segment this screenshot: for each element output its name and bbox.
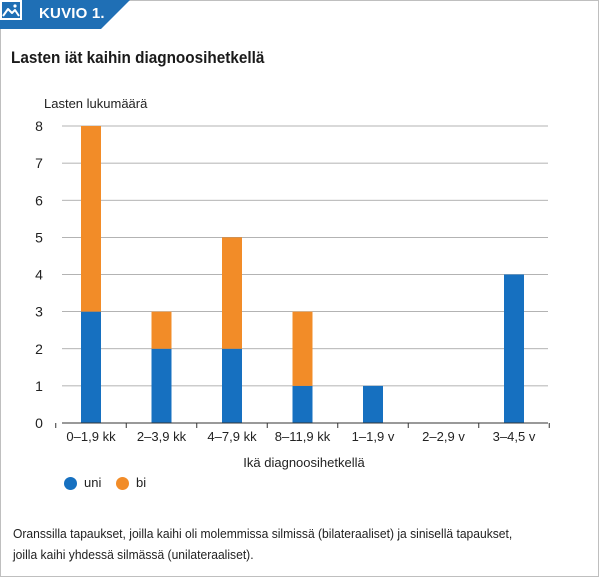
bar-chart: 0 1 2 3 4 5 6 7 8 0–1,9 kk 2–3,9 kk 4–7,9 kk 8–11,9 … [35,96,550,470]
y-tick-label: 3 [35,304,43,320]
y-tick-label: 5 [35,229,43,245]
y-tick-label: 2 [35,341,43,357]
x-tick-label: 1–1,9 v [352,429,395,444]
y-axis-label: Lasten lukumäärä [44,96,148,111]
bar-bi-0 [81,126,101,312]
x-tick-label: 2–2,9 v [422,429,465,444]
y-tick-label: 4 [35,267,43,283]
bar-uni-3 [292,385,313,423]
bar-uni-6 [504,274,524,423]
x-axis-label: Ikä diagnoosihetkellä [243,455,365,470]
bar-uni-4 [363,385,383,423]
x-tick-label: 2–3,9 kk [137,429,187,444]
x-tick-label: 3–4,5 v [493,429,536,444]
bar-bi-1 [151,311,172,349]
legend-swatch-bi [116,477,129,490]
x-tick-label: 0–1,9 kk [66,429,116,444]
y-tick-label: 8 [35,118,43,134]
y-tick-label: 1 [35,378,43,394]
y-tick-label: 0 [35,415,43,431]
legend-swatch-uni [64,477,77,490]
bar-uni-2 [222,348,242,423]
figure-badge: KUVIO 1. [0,0,130,29]
axis-layer: 0 1 2 3 4 5 6 7 8 0–1,9 kk 2–3,9 kk 4–7,9 kk 8–11,9 … [35,118,550,444]
bar-uni-0 [81,311,101,423]
y-tick-label: 7 [35,155,43,171]
legend-label-uni: uni [84,475,102,490]
bar-uni-1 [151,348,172,423]
legend-label-bi: bi [136,475,147,490]
bars-layer [81,126,524,423]
x-tick-label: 8–11,9 kk [275,429,331,444]
badge-label: KUVIO 1. [39,5,105,22]
badge-background [0,0,130,29]
bar-bi-3 [292,311,313,386]
image-icon [0,0,22,20]
y-tick-label: 6 [35,192,43,208]
figure-title: Lasten iät kaihin diagnoosihetkellä [11,48,265,67]
x-tick-label: 4–7,9 kk [207,429,257,444]
bar-bi-2 [222,237,242,349]
figure-caption: Oranssilla tapaukset, joilla kaihi oli m… [13,526,513,562]
